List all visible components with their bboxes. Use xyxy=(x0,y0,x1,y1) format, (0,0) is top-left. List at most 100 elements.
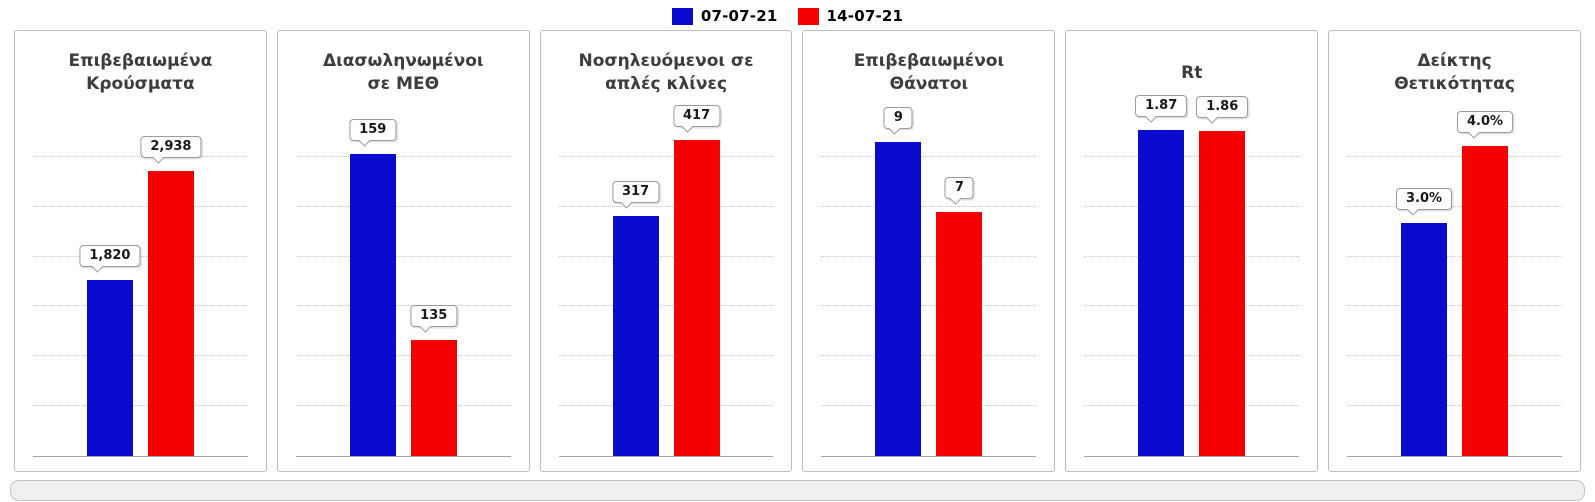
gridline xyxy=(1347,355,1562,357)
legend: 07-07-21 14-07-21 xyxy=(0,0,1595,28)
data-label: 1.87 xyxy=(1145,97,1178,113)
gridline xyxy=(558,255,774,257)
gridline xyxy=(295,255,511,257)
bar-group: 4.0% xyxy=(1457,107,1514,456)
gridline xyxy=(295,305,511,307)
chart-panel-rt: Rt 1.87 1.86 xyxy=(1065,30,1319,472)
gridline xyxy=(295,355,511,357)
callout-tail-icon xyxy=(419,321,431,333)
gridline xyxy=(1084,205,1300,207)
bar-series2 xyxy=(147,171,194,456)
data-label: 9 xyxy=(893,109,903,125)
plot-area: 1.87 1.86 xyxy=(1084,94,1300,457)
data-label-callout: 7 xyxy=(944,176,974,205)
bar-group: 1.86 xyxy=(1196,96,1249,456)
bar-series2 xyxy=(410,339,457,456)
bar-group: 1,820 xyxy=(79,107,141,456)
gridline xyxy=(295,205,511,207)
bar-group: 9 xyxy=(875,106,922,456)
chart-title: Νοσηλευόμενοι σε απλές κλίνες xyxy=(578,51,754,94)
bar-group: 417 xyxy=(672,104,721,456)
callout-tail-icon xyxy=(889,123,901,135)
data-label: 2,938 xyxy=(150,139,192,155)
bar-group: 135 xyxy=(410,107,458,456)
gridline xyxy=(558,305,774,307)
data-label-callout: 317 xyxy=(611,180,660,209)
data-label: 4.0% xyxy=(1467,113,1504,129)
data-label-callout: 1.86 xyxy=(1196,96,1249,125)
callout-tail-icon xyxy=(91,260,104,273)
data-label: 317 xyxy=(621,183,650,199)
bars-group: 1.87 1.86 xyxy=(1084,94,1299,456)
gridline xyxy=(33,205,248,207)
gridline xyxy=(1084,255,1300,257)
bar-series2 xyxy=(936,211,983,456)
gridline xyxy=(821,255,1037,257)
callout-tail-icon xyxy=(358,134,370,147)
gridline xyxy=(1347,255,1562,257)
callout-tail-icon xyxy=(1468,127,1480,139)
plot-area: 1,820 2,938 xyxy=(33,107,248,457)
bars-group: 9 7 xyxy=(821,106,1036,456)
callout-tail-icon xyxy=(682,120,694,133)
chart-panel-deaths: Επιβεβαιωμένοι Θάνατοι 9 7 xyxy=(802,30,1056,472)
data-label-callout: 2,938 xyxy=(140,136,202,164)
bar-series2 xyxy=(673,139,720,456)
data-label-callout: 1.87 xyxy=(1135,94,1188,123)
bar-series2 xyxy=(1199,131,1246,456)
chart-title: Rt xyxy=(1181,62,1203,83)
data-label: 7 xyxy=(954,179,964,195)
gridline xyxy=(821,405,1037,407)
bar-group: 7 xyxy=(936,107,983,456)
bar-group: 3.0% xyxy=(1396,107,1453,456)
data-label-callout: 417 xyxy=(672,104,721,133)
callout-tail-icon xyxy=(1407,204,1419,216)
bars-group: 1,820 2,938 xyxy=(33,107,248,456)
gridline xyxy=(1084,155,1300,157)
bars-group: 317 417 xyxy=(559,104,774,456)
bar-group: 1.87 xyxy=(1135,94,1188,456)
gridline xyxy=(33,355,248,357)
data-label: 417 xyxy=(682,107,711,123)
data-label-callout: 9 xyxy=(883,106,913,135)
gridline xyxy=(558,155,774,157)
gridline xyxy=(821,205,1037,207)
gridline xyxy=(1084,355,1300,357)
gridline xyxy=(295,155,511,157)
gridline xyxy=(33,405,248,407)
bars-group: 159 135 xyxy=(296,107,511,456)
data-label: 3.0% xyxy=(1406,191,1443,207)
gridline xyxy=(295,405,511,407)
gridline xyxy=(33,255,248,257)
footer-strip xyxy=(10,480,1585,501)
gridline xyxy=(1347,405,1562,407)
data-label-callout: 1,820 xyxy=(79,244,141,273)
data-label: 135 xyxy=(420,307,448,323)
data-label-callout: 135 xyxy=(410,304,458,333)
data-label-callout: 159 xyxy=(349,118,397,147)
plot-area: 317 417 xyxy=(558,104,774,457)
plot-area: 159 135 xyxy=(295,107,511,457)
chart-panel-icu-intubated: Διασωληνωμένοι σε ΜΕΘ 159 135 xyxy=(276,30,530,472)
callout-tail-icon xyxy=(621,196,633,209)
data-label-callout: 4.0% xyxy=(1457,110,1514,139)
bar-series1 xyxy=(612,215,659,456)
bar-series1 xyxy=(86,279,133,456)
gridline xyxy=(821,305,1037,307)
callout-tail-icon xyxy=(950,193,962,205)
data-label-callout: 3.0% xyxy=(1396,188,1453,216)
chart-title: Διασωληνωμένοι σε ΜΕΘ xyxy=(322,51,484,94)
bar-series1 xyxy=(875,141,922,456)
gridline xyxy=(558,355,774,357)
gridline xyxy=(1084,405,1300,407)
callout-tail-icon xyxy=(1206,112,1218,125)
chart-title: Δείκτης Θετικότητας xyxy=(1394,51,1515,94)
legend-label-date1: 07-07-21 xyxy=(700,7,778,25)
gridline xyxy=(1347,155,1562,157)
data-label: 1.86 xyxy=(1206,99,1239,115)
chart-panel-confirmed-cases: Επιβεβαιωμένα Κρούσματα 1,820 2,938 xyxy=(14,30,267,472)
plot-area: 3.0% 4.0% xyxy=(1347,107,1562,457)
plot-area: 9 7 xyxy=(821,106,1037,457)
data-label: 159 xyxy=(359,121,387,137)
bar-series1 xyxy=(1138,129,1185,456)
